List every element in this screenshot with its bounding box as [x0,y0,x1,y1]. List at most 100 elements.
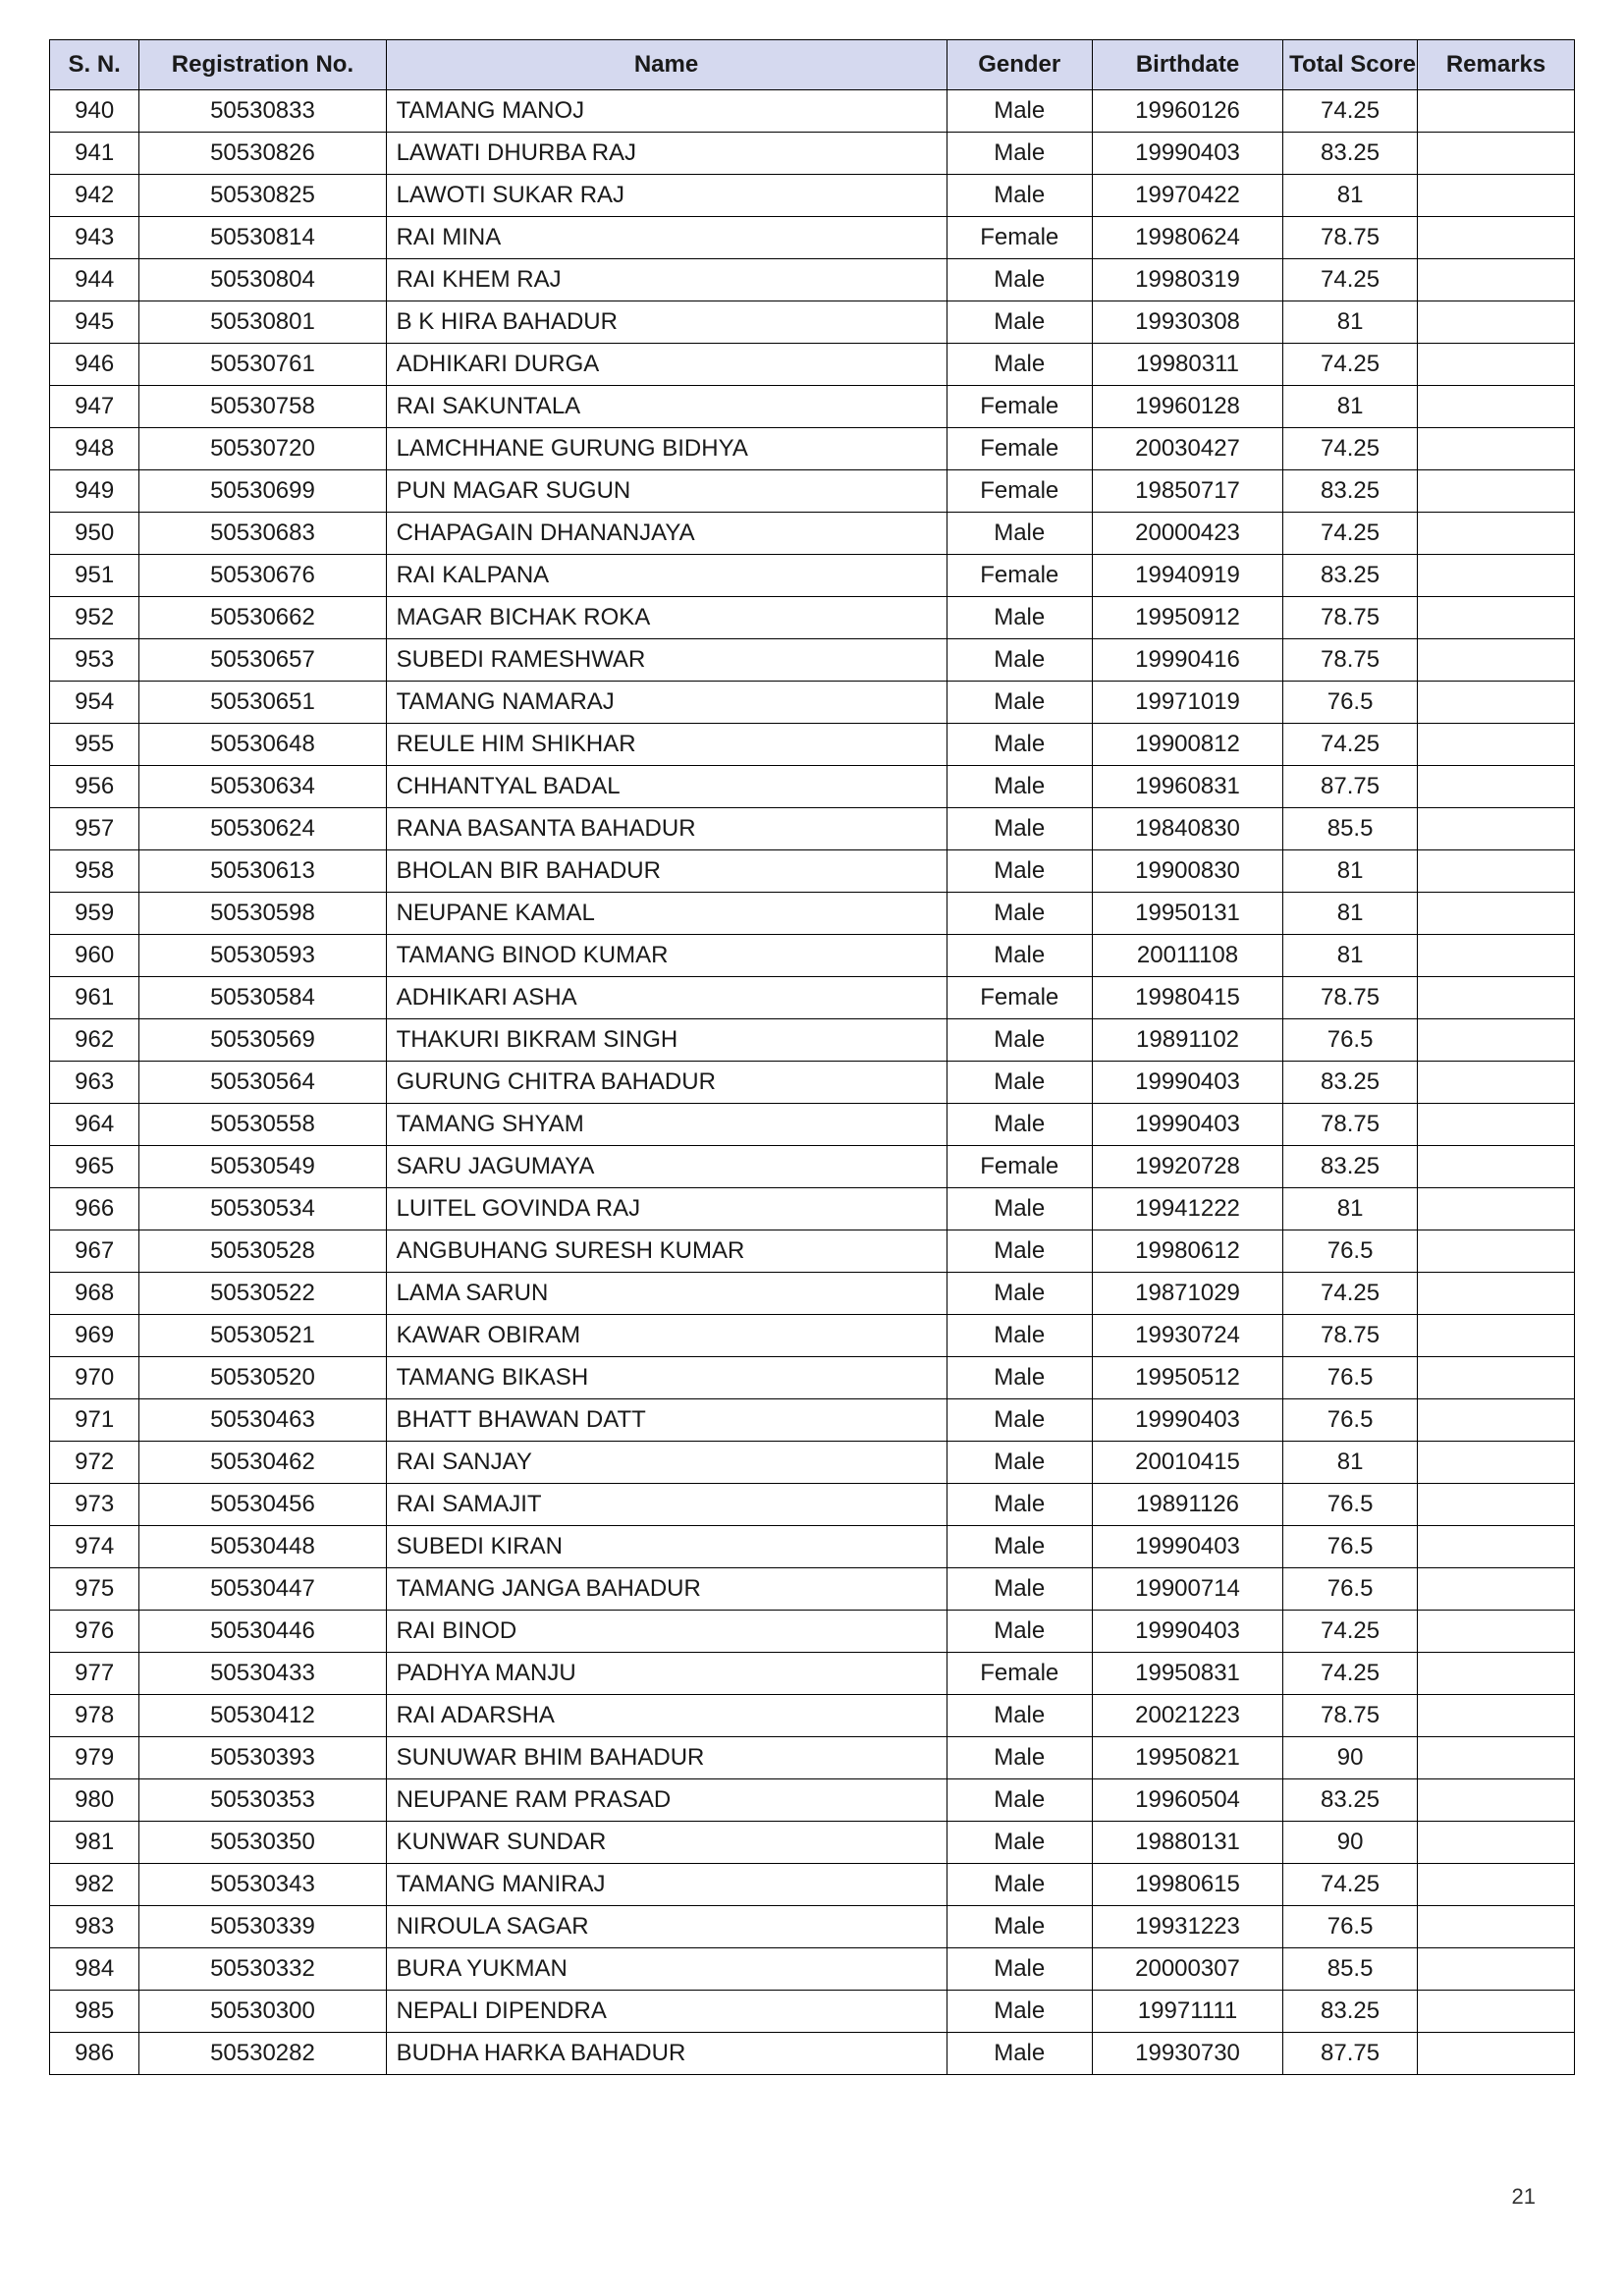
cell-gender: Male [947,301,1092,344]
cell-sn: 949 [50,470,139,513]
results-table: S. N. Registration No. Name Gender Birth… [49,39,1575,2075]
cell-score: 76.5 [1283,1906,1418,1948]
cell-score: 81 [1283,1442,1418,1484]
cell-sn: 966 [50,1188,139,1230]
cell-sn: 959 [50,893,139,935]
cell-sn: 961 [50,977,139,1019]
cell-name: BURA YUKMAN [386,1948,947,1991]
cell-rem [1418,639,1575,682]
cell-gender: Male [947,1273,1092,1315]
cell-birth: 19900714 [1092,1568,1282,1611]
cell-birth: 19950821 [1092,1737,1282,1779]
cell-reg: 50530613 [139,850,386,893]
cell-name: RAI SANJAY [386,1442,947,1484]
cell-name: RAI KHEM RAJ [386,259,947,301]
cell-sn: 942 [50,175,139,217]
cell-reg: 50530648 [139,724,386,766]
cell-birth: 19880131 [1092,1822,1282,1864]
cell-sn: 975 [50,1568,139,1611]
cell-score: 81 [1283,893,1418,935]
cell-score: 83.25 [1283,1062,1418,1104]
table-row: 96550530549SARU JAGUMAYAFemale1992072883… [50,1146,1575,1188]
table-row: 96250530569THAKURI BIKRAM SINGHMale19891… [50,1019,1575,1062]
cell-sn: 947 [50,386,139,428]
cell-sn: 971 [50,1399,139,1442]
table-row: 98350530339NIROULA SAGARMale1993122376.5 [50,1906,1575,1948]
cell-rem [1418,1062,1575,1104]
cell-birth: 19931223 [1092,1906,1282,1948]
cell-reg: 50530699 [139,470,386,513]
cell-birth: 19980624 [1092,217,1282,259]
cell-reg: 50530634 [139,766,386,808]
cell-gender: Male [947,1104,1092,1146]
cell-name: KUNWAR SUNDAR [386,1822,947,1864]
table-row: 96850530522LAMA SARUNMale1987102974.25 [50,1273,1575,1315]
cell-sn: 986 [50,2033,139,2075]
cell-birth: 19980319 [1092,259,1282,301]
cell-sn: 948 [50,428,139,470]
cell-reg: 50530456 [139,1484,386,1526]
cell-sn: 952 [50,597,139,639]
cell-rem [1418,259,1575,301]
cell-reg: 50530332 [139,1948,386,1991]
cell-sn: 943 [50,217,139,259]
col-header-name: Name [386,40,947,90]
cell-score: 83.25 [1283,555,1418,597]
cell-sn: 960 [50,935,139,977]
cell-rem [1418,133,1575,175]
cell-rem [1418,935,1575,977]
cell-sn: 944 [50,259,139,301]
cell-rem [1418,386,1575,428]
cell-sn: 985 [50,1991,139,2033]
cell-name: THAKURI BIKRAM SINGH [386,1019,947,1062]
table-row: 95250530662MAGAR BICHAK ROKAMale19950912… [50,597,1575,639]
cell-sn: 954 [50,682,139,724]
cell-gender: Male [947,850,1092,893]
cell-score: 78.75 [1283,1315,1418,1357]
cell-rem [1418,175,1575,217]
cell-sn: 964 [50,1104,139,1146]
cell-rem [1418,1357,1575,1399]
cell-sn: 969 [50,1315,139,1357]
cell-gender: Male [947,1019,1092,1062]
cell-sn: 973 [50,1484,139,1526]
cell-name: TAMANG MANOJ [386,90,947,133]
cell-name: TAMANG BIKASH [386,1357,947,1399]
cell-reg: 50530534 [139,1188,386,1230]
cell-gender: Male [947,175,1092,217]
cell-gender: Male [947,1188,1092,1230]
cell-rem [1418,470,1575,513]
cell-name: LAMCHHANE GURUNG BIDHYA [386,428,947,470]
cell-score: 74.25 [1283,1864,1418,1906]
cell-name: PUN MAGAR SUGUN [386,470,947,513]
cell-score: 74.25 [1283,1611,1418,1653]
cell-gender: Male [947,1737,1092,1779]
cell-name: ANGBUHANG SURESH KUMAR [386,1230,947,1273]
cell-rem [1418,513,1575,555]
cell-reg: 50530343 [139,1864,386,1906]
cell-birth: 20000307 [1092,1948,1282,1991]
cell-rem [1418,1273,1575,1315]
cell-reg: 50530528 [139,1230,386,1273]
cell-name: BHOLAN BIR BAHADUR [386,850,947,893]
cell-reg: 50530462 [139,1442,386,1484]
col-header-regno: Registration No. [139,40,386,90]
cell-score: 83.25 [1283,1779,1418,1822]
table-row: 98550530300NEPALI DIPENDRAMale1997111183… [50,1991,1575,2033]
cell-sn: 945 [50,301,139,344]
cell-name: ADHIKARI ASHA [386,977,947,1019]
cell-score: 76.5 [1283,1568,1418,1611]
cell-rem [1418,1484,1575,1526]
cell-rem [1418,724,1575,766]
cell-birth: 19930308 [1092,301,1282,344]
cell-gender: Male [947,1062,1092,1104]
cell-reg: 50530651 [139,682,386,724]
cell-reg: 50530657 [139,639,386,682]
cell-rem [1418,1611,1575,1653]
table-row: 95450530651TAMANG NAMARAJMale1997101976.… [50,682,1575,724]
cell-rem [1418,1526,1575,1568]
cell-gender: Female [947,470,1092,513]
cell-gender: Male [947,1695,1092,1737]
cell-rem [1418,1737,1575,1779]
cell-rem [1418,1230,1575,1273]
